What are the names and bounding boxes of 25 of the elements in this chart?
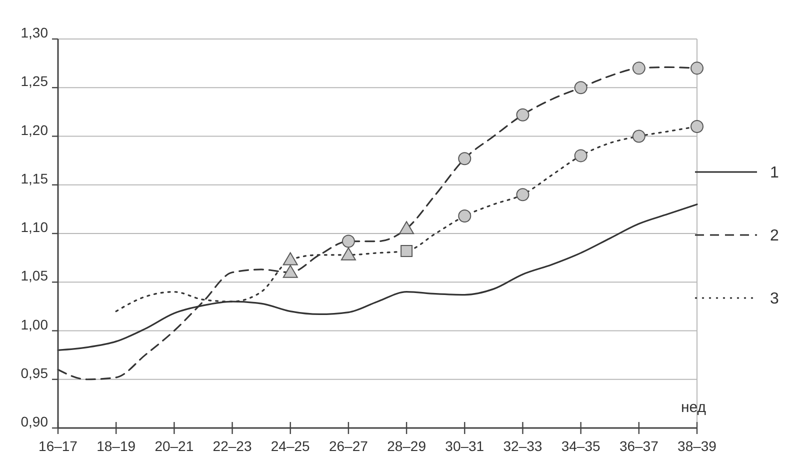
x-tick-label: 32–33 (503, 438, 542, 454)
x-tick-label: 26–27 (328, 438, 368, 454)
x-tick-label: 20–21 (154, 438, 194, 454)
x-tick-label: 28–29 (387, 438, 426, 454)
y-tick-label: 0,95 (20, 364, 48, 381)
x-tick-label: 24–25 (270, 438, 310, 454)
legend-label: 1 (770, 164, 779, 182)
y-tick-label: 1,15 (20, 170, 48, 186)
x-tick-label: 22–23 (212, 438, 252, 454)
x-tick-label: 38–39 (678, 438, 717, 454)
y-tick-label: 1,10 (20, 219, 48, 236)
y-tick-label: 1,00 (20, 316, 48, 332)
x-axis-title: нед (681, 399, 706, 416)
legend-label: 2 (770, 228, 779, 245)
legend-label: 3 (770, 290, 779, 308)
x-tick-label: 34–35 (561, 438, 600, 454)
x-tick-label: 36–37 (619, 438, 659, 454)
x-tick-label: 30–31 (445, 438, 484, 454)
y-tick-label: 1,25 (20, 73, 48, 90)
y-tick-label: 0,90 (20, 414, 48, 430)
y-tick-label: 1,30 (20, 24, 48, 41)
x-tick-label: 16–17 (38, 438, 78, 454)
y-tick-label: 1,05 (20, 268, 48, 284)
x-tick-label: 18–19 (96, 438, 136, 454)
y-tick-label: 1,20 (20, 122, 48, 138)
